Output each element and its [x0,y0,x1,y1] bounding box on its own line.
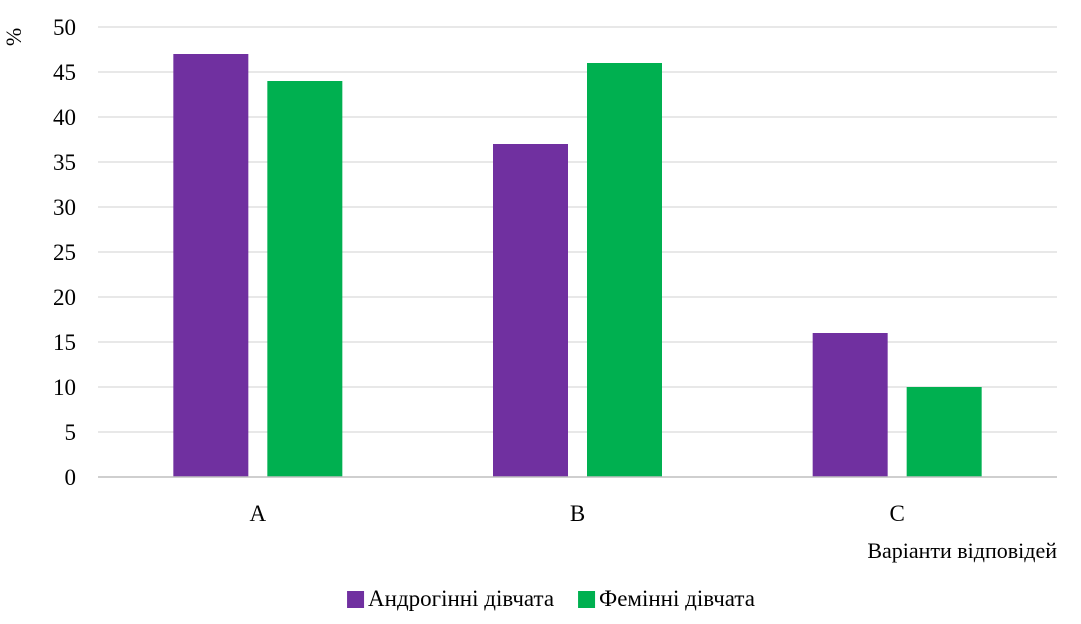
x-axis-label: Варіанти відповідей [867,538,1057,563]
legend-item: Андрогінні дівчата [347,586,554,611]
y-tick-label: 30 [53,195,76,220]
y-tick-label: 5 [65,420,77,445]
y-tick-label: 15 [53,330,76,355]
bar-b-series-2 [587,63,662,477]
legend-swatch [347,591,365,608]
x-tick-label: A [250,501,267,526]
y-tick-label: 10 [53,375,76,400]
y-tick-label: 0 [65,465,77,490]
bar-c-series-2 [906,387,982,477]
y-tick-label: 35 [53,150,76,175]
x-tick-label: C [889,501,904,526]
bar-a-series-1 [173,54,249,477]
axes: 0 5 10 15 20 25 30 35 40 45 50 A B C [53,15,1057,526]
bar-a-series-2 [267,81,343,477]
bar-b-series-1 [493,144,568,477]
y-tick-label: 25 [53,240,76,265]
legend-label: Фемінні дівчата [599,586,755,611]
y-tick-label: 50 [53,15,76,40]
y-tick-label: 45 [53,60,76,85]
x-tick-label: B [570,501,585,526]
legend-swatch [578,591,596,608]
legend: Андрогінні дівчата Фемінні дівчата [347,586,755,611]
gridlines [98,26,1057,433]
y-tick-label: 20 [53,285,76,310]
legend-item: Фемінні дівчата [578,586,755,611]
bars [173,54,982,477]
bar-c-series-1 [812,333,888,477]
y-tick-label: 40 [53,105,76,130]
legend-label: Андрогінні дівчата [368,586,554,611]
y-axis-label: % [1,28,26,46]
